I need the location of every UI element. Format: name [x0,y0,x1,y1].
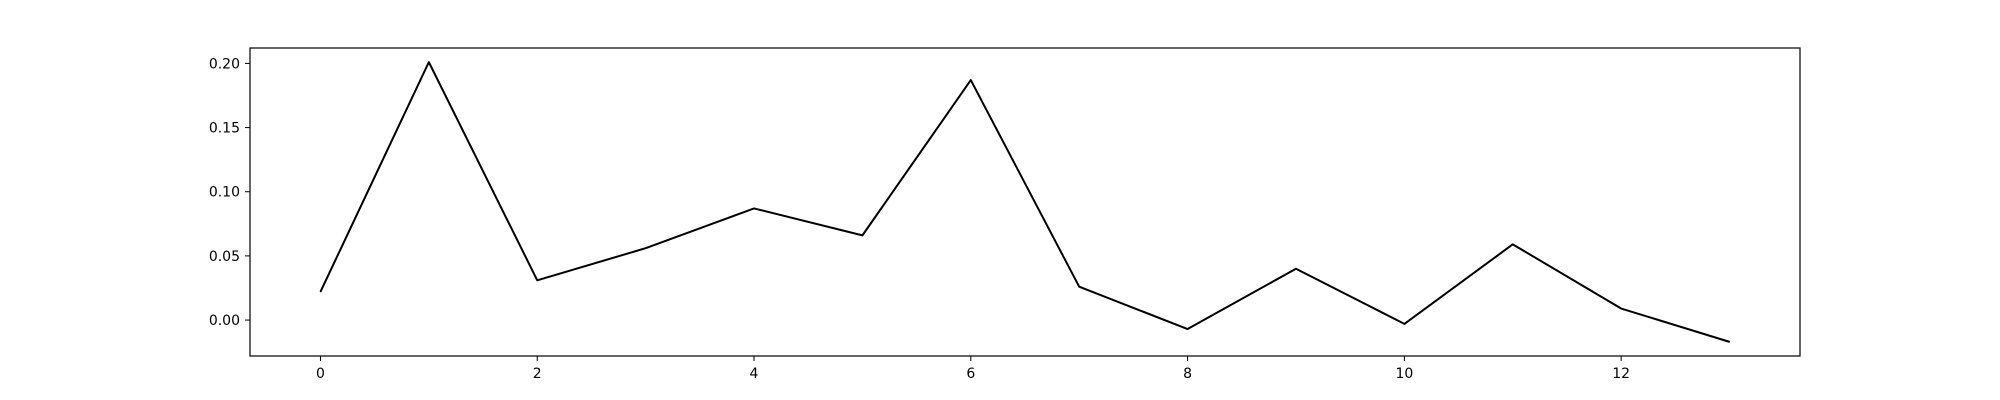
y-axis: 0.00 0.05 0.10 0.15 0.20 [209,56,250,329]
y-tick-label: 0.10 [209,185,240,201]
data-point [753,207,755,209]
x-tick-label: 10 [1395,366,1413,382]
x-tick-label: 4 [750,366,759,382]
x-tick-label: 12 [1612,366,1630,382]
data-point [428,61,430,63]
series-line [319,61,1730,343]
x-tick-label: 6 [966,366,975,382]
x-tick-label: 0 [316,366,325,382]
data-point [1512,243,1514,245]
data-point [1403,323,1405,325]
data-point [319,291,321,293]
x-axis: 0 2 4 6 8 10 12 [316,356,1630,382]
data-point [1620,308,1622,310]
data-point [1295,268,1297,270]
y-tick-label: 0.15 [209,121,240,137]
y-tick-label: 0.05 [209,249,240,265]
data-point [1078,286,1080,288]
data-point [861,234,863,236]
y-tick-label: 0.20 [209,56,240,72]
plot-frame [249,47,1801,357]
x-tick-label: 8 [1183,366,1192,382]
y-tick-label: 0.00 [209,313,240,329]
data-point [645,247,647,249]
data-point [1729,341,1731,343]
data-point [970,79,972,81]
data-point [1187,328,1189,330]
series-layer [319,61,1731,343]
data-point [536,279,538,281]
x-tick-label: 2 [533,366,542,382]
